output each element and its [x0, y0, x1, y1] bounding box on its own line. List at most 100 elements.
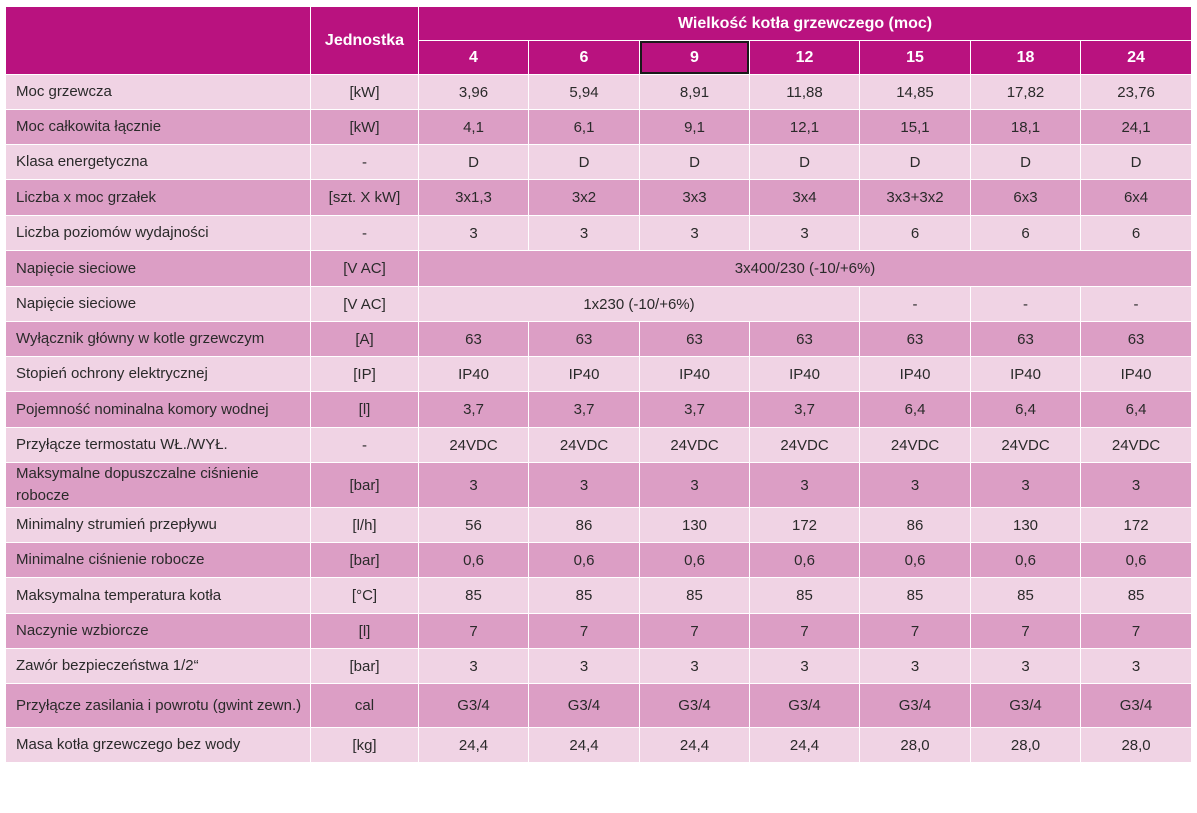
row-value: 172: [1081, 508, 1193, 543]
row-value: 63: [750, 322, 860, 357]
row-value: 3: [860, 649, 971, 684]
row-value: 0,6: [529, 543, 640, 578]
row-value: 3: [529, 649, 640, 684]
row-value: 7: [640, 614, 750, 649]
row-value: 0,6: [1081, 543, 1193, 578]
row-value: D: [971, 145, 1081, 180]
table-row: Maksymalne dopuszczalne ciśnienie robocz…: [6, 463, 1193, 508]
row-value: G3/4: [860, 684, 971, 728]
row-value: 63: [860, 322, 971, 357]
row-value: 3,96: [419, 75, 529, 110]
row-value: IP40: [750, 357, 860, 392]
row-value: 3,7: [419, 392, 529, 428]
row-label: Klasa energetyczna: [6, 145, 311, 180]
row-value: 3: [640, 649, 750, 684]
table-row: Naczynie wzbiorcze [l] 7 7 7 7 7 7 7: [6, 614, 1193, 649]
row-value: D: [860, 145, 971, 180]
row-value: IP40: [1081, 357, 1193, 392]
row-value: 24VDC: [860, 428, 971, 463]
row-value: 6,4: [860, 392, 971, 428]
table-row: Przyłącze zasilania i powrotu (gwint zew…: [6, 684, 1193, 728]
row-value: 0,6: [971, 543, 1081, 578]
row-unit: [kW]: [311, 75, 419, 110]
row-value: 24VDC: [971, 428, 1081, 463]
row-value: G3/4: [750, 684, 860, 728]
row-value: 3,7: [750, 392, 860, 428]
row-label: Naczynie wzbiorcze: [6, 614, 311, 649]
row-label: Masa kotła grzewczego bez wody: [6, 728, 311, 763]
row-unit: [kg]: [311, 728, 419, 763]
row-value: G3/4: [640, 684, 750, 728]
table-row: Liczba x moc grzałek [szt. X kW] 3x1,3 3x2 3…: [6, 180, 1193, 216]
row-value: 7: [419, 614, 529, 649]
table-row: Maksymalna temperatura kotła [°C] 85 85 85 85…: [6, 578, 1193, 614]
row-value: 3x3: [640, 180, 750, 216]
row-value: D: [1081, 145, 1193, 180]
row-value: 9,1: [640, 110, 750, 145]
row-value: 3x3+3x2: [860, 180, 971, 216]
header-size: 18: [971, 41, 1081, 75]
header-size: 6: [529, 41, 640, 75]
row-label: Maksymalna temperatura kotła: [6, 578, 311, 614]
header-unit: Jednostka: [311, 7, 419, 75]
row-value: 3,7: [529, 392, 640, 428]
row-value: 24VDC: [750, 428, 860, 463]
row-label: Liczba x moc grzałek: [6, 180, 311, 216]
row-value: 6: [971, 216, 1081, 251]
table-row: Moc całkowita łącznie [kW] 4,1 6,1 9,1 12,1 15…: [6, 110, 1193, 145]
table-row: Przyłącze termostatu WŁ./WYŁ. -24VDC 24VDC…: [6, 428, 1193, 463]
row-value: IP40: [971, 357, 1081, 392]
row-unit: [V AC]: [311, 287, 419, 322]
row-unit: [A]: [311, 322, 419, 357]
row-value: 86: [860, 508, 971, 543]
row-value: 85: [1081, 578, 1193, 614]
row-value: -: [860, 287, 971, 322]
table-row: Minimalne ciśnienie robocze [bar] 0,6 0,6 0,…: [6, 543, 1193, 578]
row-value: 6x4: [1081, 180, 1193, 216]
row-unit: -: [311, 428, 419, 463]
table-row: Wyłącznik główny w kotle grzewczym [A] 63 6…: [6, 322, 1193, 357]
row-value: 7: [529, 614, 640, 649]
row-label: Pojemność nominalna komory wodnej: [6, 392, 311, 428]
row-label: Wyłącznik główny w kotle grzewczym: [6, 322, 311, 357]
table-row: Minimalny strumień przepływu [l/h] 56 86 130…: [6, 508, 1193, 543]
row-value: 85: [419, 578, 529, 614]
row-value: 63: [971, 322, 1081, 357]
table-body: Moc grzewcza [kW] 3,96 5,94 8,91 11,88 14,85 17…: [6, 75, 1193, 763]
header-row-top: Jednostka Wielkość kotła grzewczego (moc…: [6, 7, 1193, 75]
row-value: 3: [971, 649, 1081, 684]
row-unit: [°C]: [311, 578, 419, 614]
row-value: 3: [419, 463, 529, 508]
row-unit: [l]: [311, 392, 419, 428]
table-row: Napięcie sieciowe [V AC] 3x400/230 (-10/+6…: [6, 251, 1193, 287]
row-unit: [V AC]: [311, 251, 419, 287]
row-value: 63: [1081, 322, 1193, 357]
row-value: 3: [419, 216, 529, 251]
row-value: 130: [640, 508, 750, 543]
row-value: G3/4: [419, 684, 529, 728]
row-value: 23,76: [1081, 75, 1193, 110]
row-value: 3,7: [640, 392, 750, 428]
row-merged-value: 3x400/230 (-10/+6%): [419, 251, 1193, 287]
row-value: 28,0: [971, 728, 1081, 763]
row-value: 3: [419, 649, 529, 684]
row-value: 0,6: [419, 543, 529, 578]
row-unit: [kW]: [311, 110, 419, 145]
row-label: Przyłącze zasilania i powrotu (gwint zew…: [6, 684, 311, 728]
header-size: 24: [1081, 41, 1193, 75]
row-value: 130: [971, 508, 1081, 543]
row-unit: [l]: [311, 614, 419, 649]
row-value: 63: [529, 322, 640, 357]
row-value: 3: [971, 463, 1081, 508]
row-value: IP40: [529, 357, 640, 392]
row-unit: [bar]: [311, 543, 419, 578]
header-size-selected[interactable]: 9: [640, 41, 750, 75]
table-row: Klasa energetyczna - D D D D D D D: [6, 145, 1193, 180]
row-value: IP40: [860, 357, 971, 392]
row-unit: [l/h]: [311, 508, 419, 543]
row-merged-value: 1x230 (-10/+6%): [419, 287, 860, 322]
table-row: Moc grzewcza [kW] 3,96 5,94 8,91 11,88 14,85 17…: [6, 75, 1193, 110]
row-value: 0,6: [860, 543, 971, 578]
row-label: Minimalne ciśnienie robocze: [6, 543, 311, 578]
row-value: -: [1081, 287, 1193, 322]
